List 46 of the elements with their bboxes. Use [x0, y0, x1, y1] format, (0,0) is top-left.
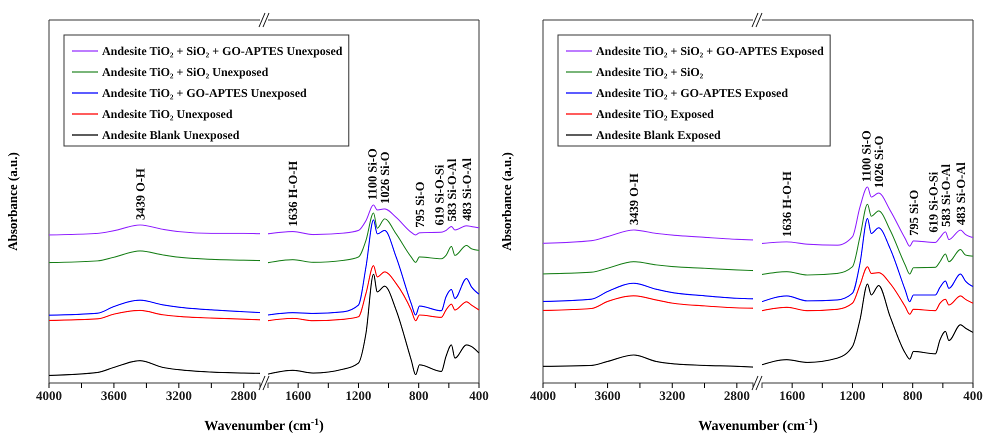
x-tick-label: 4000	[530, 388, 556, 404]
x-axis-title: Wavenumber (cm$^{-1}$)	[204, 416, 324, 434]
legend-label: Andesite TiO₂ Unexposed	[102, 107, 233, 121]
x-tick-label: 2800	[230, 388, 257, 404]
annotation: 619 Si-O-Si	[926, 171, 940, 233]
annotation: 483 Si-O-Al	[954, 162, 968, 226]
annotation: 1100 Si-O	[366, 148, 380, 200]
x-tick-label: 3600	[594, 388, 621, 404]
annotation: 3439 O-H	[134, 168, 148, 220]
annotation: 795 Si-O	[906, 189, 921, 236]
annotation: 583 Si-O-Al	[938, 164, 953, 227]
x-tick-label: 800	[902, 388, 922, 404]
x-tick-label: 1600	[285, 388, 312, 404]
x-tick-label: 1200	[839, 388, 866, 404]
x-tick-label: 400	[469, 388, 489, 404]
x-tick-label: 4000	[36, 388, 62, 404]
annotation: 619 Si-O-Si	[432, 164, 446, 226]
annotation: 1636 H-O-H	[780, 170, 794, 237]
annotation: 583 Si-O-Al	[444, 158, 459, 222]
annotation: 483 Si-O-Al	[460, 157, 474, 221]
annotation: 3439 O-H	[627, 172, 642, 225]
legend-label: Andesite TiO₂ Exposed	[596, 107, 714, 121]
annotation: 1636 H-O-H	[286, 160, 300, 227]
legend-label: Andesite TiO₂ + SiO₂ Unexposed	[102, 65, 269, 79]
annotation: 1026 Si-O	[872, 135, 886, 188]
legend-label: Andesite TiO₂ + SiO₂ + GO-APTES Exposed	[596, 44, 824, 58]
x-axis-title: Wavenumber (cm$^{-1}$)	[698, 416, 818, 434]
x-tick-label: 3600	[100, 388, 127, 404]
x-tick-label: 800	[408, 388, 428, 404]
annotation: 1026 Si-O	[378, 151, 392, 204]
annotation: 1100 Si-O	[860, 130, 874, 182]
legend-label: Andesite TiO₂ + GO-APTES Unexposed	[102, 86, 308, 100]
x-tick-label: 1200	[345, 388, 372, 404]
legend-label: Andesite Blank Unexposed	[102, 128, 240, 142]
x-tick-label: 400	[963, 388, 983, 404]
annotation: 795 Si-O	[412, 181, 427, 228]
legend-label: Andesite TiO₂ + SiO₂	[596, 65, 704, 79]
x-tick-label: 3200	[659, 388, 686, 404]
legend-label: Andesite TiO₂ + GO-APTES Exposed	[596, 86, 788, 100]
y-axis-title: Absorbance (a.u.)	[5, 152, 20, 251]
x-tick-label: 1600	[779, 388, 806, 404]
y-axis-title: Absorbance (a.u.)	[499, 152, 514, 251]
legend-label: Andesite TiO₂ + SiO₂ + GO-APTES Unexposed	[102, 44, 343, 58]
x-tick-label: 3200	[166, 388, 192, 404]
x-tick-label: 2800	[724, 388, 750, 404]
legend-label: Andesite Blank Exposed	[596, 128, 722, 142]
